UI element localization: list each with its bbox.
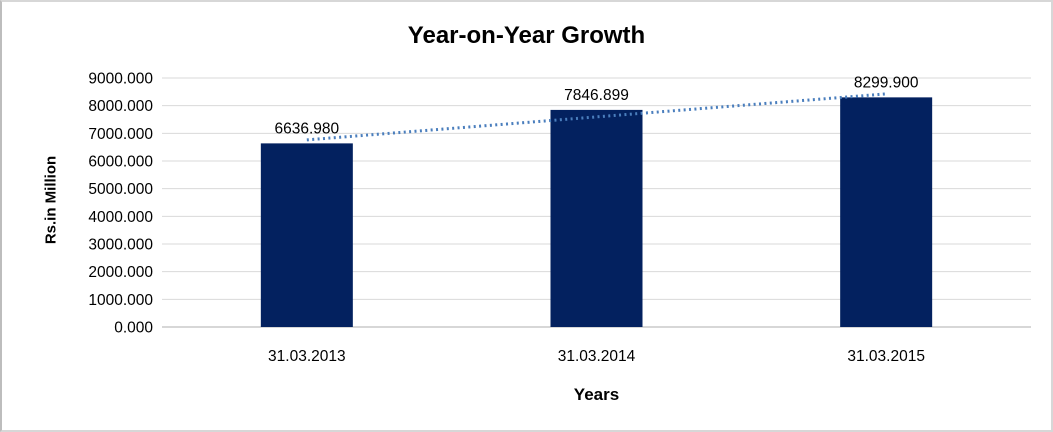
x-axis-title: Years [573, 385, 620, 404]
y-tick-label: 0.000 [114, 320, 153, 337]
bar [550, 109, 643, 327]
y-tick-label: 5000.000 [88, 181, 153, 198]
x-category-label: 31.03.2014 [558, 348, 636, 365]
y-tick-label: 4000.000 [88, 209, 153, 226]
y-tick-label: 6000.000 [88, 154, 153, 171]
x-category-label: 31.03.2015 [847, 348, 925, 365]
bar-data-label: 8299.900 [854, 74, 919, 91]
bar [260, 143, 353, 327]
y-tick-label: 3000.000 [88, 237, 153, 254]
y-tick-label: 7000.000 [88, 126, 153, 143]
y-tick-label: 1000.000 [88, 292, 153, 309]
y-tick-label: 9000.000 [88, 71, 153, 88]
x-category-label: 31.03.2013 [268, 348, 346, 365]
y-tick-label: 2000.000 [88, 264, 153, 281]
chart-title: Year-on-Year Growth [407, 22, 646, 49]
bar-data-label: 7846.899 [564, 87, 629, 104]
bar [840, 97, 933, 327]
y-tick-label: 8000.000 [88, 98, 153, 115]
bar-data-label: 6636.980 [275, 120, 340, 137]
